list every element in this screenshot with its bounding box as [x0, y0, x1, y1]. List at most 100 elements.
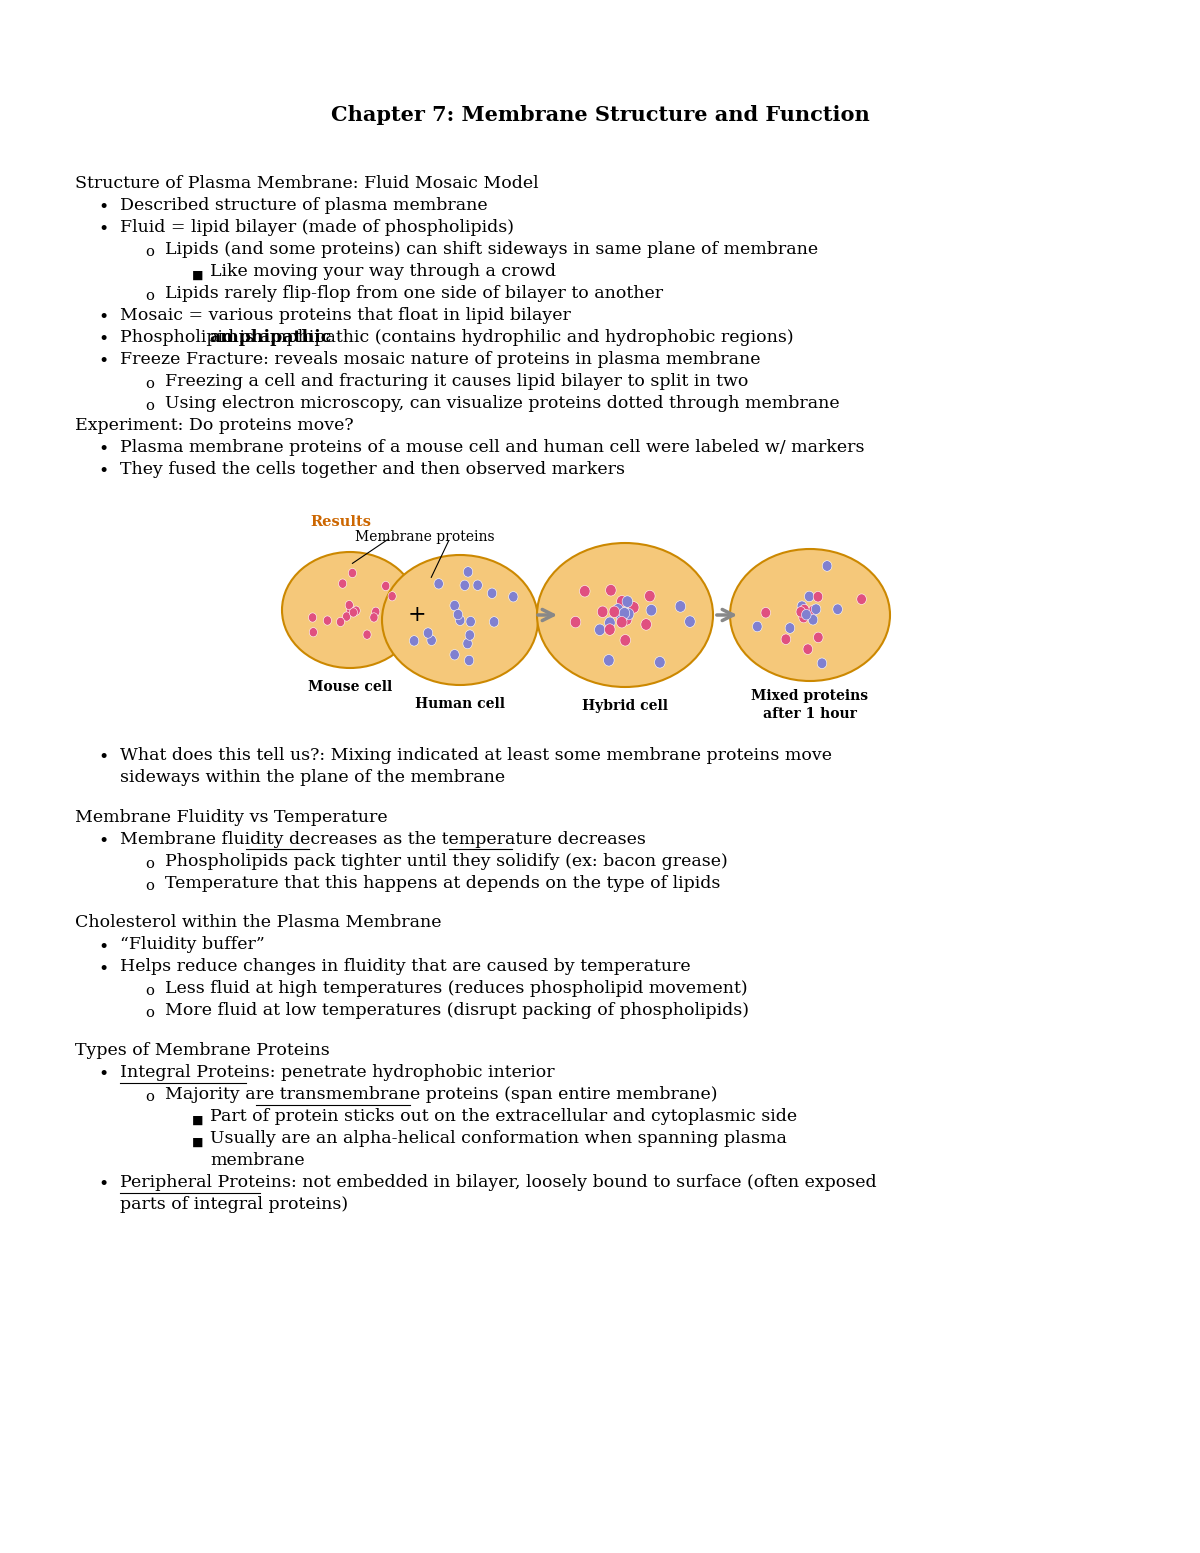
Text: Hybrid cell: Hybrid cell: [582, 699, 668, 713]
Text: Experiment: Do proteins move?: Experiment: Do proteins move?: [74, 418, 354, 433]
Text: •: •: [98, 309, 108, 326]
Ellipse shape: [346, 601, 353, 610]
Text: Fluid = lipid bilayer (made of phospholipids): Fluid = lipid bilayer (made of phospholi…: [120, 219, 514, 236]
Ellipse shape: [382, 581, 390, 590]
Text: Using electron microscopy, can visualize proteins dotted through membrane: Using electron microscopy, can visualize…: [166, 394, 840, 412]
Ellipse shape: [644, 590, 655, 603]
Ellipse shape: [811, 604, 821, 615]
Text: Mixed proteins
after 1 hour: Mixed proteins after 1 hour: [751, 690, 869, 722]
Ellipse shape: [372, 607, 380, 617]
Text: Membrane fluidity decreases as the temperature decreases: Membrane fluidity decreases as the tempe…: [120, 831, 646, 848]
Ellipse shape: [605, 617, 616, 629]
Ellipse shape: [814, 632, 823, 643]
Ellipse shape: [538, 544, 713, 686]
Ellipse shape: [487, 589, 497, 598]
Ellipse shape: [809, 606, 818, 615]
Ellipse shape: [685, 617, 695, 627]
Ellipse shape: [594, 624, 605, 635]
Ellipse shape: [598, 606, 608, 618]
Text: Described structure of plasma membrane: Described structure of plasma membrane: [120, 197, 487, 214]
Ellipse shape: [336, 617, 344, 626]
Ellipse shape: [466, 631, 474, 640]
Ellipse shape: [799, 604, 809, 615]
Text: •: •: [98, 938, 108, 955]
Text: o: o: [145, 1006, 154, 1020]
Text: More fluid at low temperatures (disrupt packing of phospholipids): More fluid at low temperatures (disrupt …: [166, 1002, 749, 1019]
Ellipse shape: [427, 635, 437, 646]
Text: •: •: [98, 1176, 108, 1193]
Ellipse shape: [388, 592, 396, 601]
Ellipse shape: [646, 604, 656, 617]
Ellipse shape: [629, 601, 638, 613]
Text: Mouse cell: Mouse cell: [308, 680, 392, 694]
Text: ■: ■: [192, 1135, 204, 1148]
Text: They fused the cells together and then observed markers: They fused the cells together and then o…: [120, 461, 625, 478]
Text: •: •: [98, 832, 108, 849]
Text: •: •: [98, 750, 108, 767]
Ellipse shape: [804, 592, 814, 601]
Ellipse shape: [623, 609, 634, 620]
Ellipse shape: [348, 568, 356, 578]
Ellipse shape: [730, 550, 890, 682]
Ellipse shape: [822, 561, 832, 572]
Text: Less fluid at high temperatures (reduces phospholipid movement): Less fluid at high temperatures (reduces…: [166, 980, 748, 997]
Ellipse shape: [450, 649, 460, 660]
Ellipse shape: [752, 621, 762, 632]
Text: sideways within the plane of the membrane: sideways within the plane of the membran…: [120, 769, 505, 786]
Ellipse shape: [857, 593, 866, 604]
Ellipse shape: [604, 654, 614, 666]
Ellipse shape: [797, 601, 806, 612]
Text: “Fluidity buffer”: “Fluidity buffer”: [120, 936, 265, 954]
Ellipse shape: [450, 601, 460, 610]
Text: Mosaic = various proteins that float in lipid bilayer: Mosaic = various proteins that float in …: [120, 307, 571, 325]
Text: Plasma membrane proteins of a mouse cell and human cell were labeled w/ markers: Plasma membrane proteins of a mouse cell…: [120, 439, 864, 457]
Ellipse shape: [454, 609, 463, 620]
Text: Membrane proteins: Membrane proteins: [355, 530, 494, 544]
Text: o: o: [145, 289, 154, 303]
Ellipse shape: [310, 627, 318, 637]
Ellipse shape: [352, 606, 360, 615]
Ellipse shape: [463, 567, 473, 578]
Text: •: •: [98, 199, 108, 216]
Ellipse shape: [342, 612, 350, 621]
Ellipse shape: [622, 596, 632, 607]
Text: membrane: membrane: [210, 1152, 305, 1169]
Ellipse shape: [803, 644, 812, 654]
Ellipse shape: [817, 658, 827, 669]
Ellipse shape: [606, 584, 616, 596]
Text: Cholesterol within the Plasma Membrane: Cholesterol within the Plasma Membrane: [74, 915, 442, 932]
Ellipse shape: [619, 607, 630, 620]
Ellipse shape: [509, 592, 518, 603]
Text: amphipathic: amphipathic: [209, 329, 331, 346]
Text: Structure of Plasma Membrane: Fluid Mosaic Model: Structure of Plasma Membrane: Fluid Mosa…: [74, 175, 539, 193]
Text: Freezing a cell and fracturing it causes lipid bilayer to split in two: Freezing a cell and fracturing it causes…: [166, 373, 749, 390]
Ellipse shape: [641, 618, 652, 631]
Ellipse shape: [282, 551, 418, 668]
Ellipse shape: [617, 617, 628, 627]
Ellipse shape: [347, 606, 354, 615]
Ellipse shape: [617, 613, 626, 624]
Text: Majority are transmembrane proteins (span entire membrane): Majority are transmembrane proteins (spa…: [166, 1086, 718, 1103]
Ellipse shape: [654, 657, 665, 668]
Ellipse shape: [362, 631, 371, 640]
Text: Human cell: Human cell: [415, 697, 505, 711]
Ellipse shape: [338, 579, 347, 589]
Ellipse shape: [490, 617, 499, 627]
Ellipse shape: [610, 606, 619, 618]
Text: o: o: [145, 879, 154, 893]
Text: Lipids rarely flip-flop from one side of bilayer to another: Lipids rarely flip-flop from one side of…: [166, 286, 664, 301]
Text: •: •: [98, 354, 108, 371]
Ellipse shape: [781, 634, 791, 644]
Text: Types of Membrane Proteins: Types of Membrane Proteins: [74, 1042, 330, 1059]
Ellipse shape: [799, 612, 809, 623]
Text: Freeze Fracture: reveals mosaic nature of proteins in plasma membrane: Freeze Fracture: reveals mosaic nature o…: [120, 351, 761, 368]
Text: ■: ■: [192, 269, 204, 281]
Ellipse shape: [676, 601, 685, 612]
Ellipse shape: [323, 617, 331, 626]
Ellipse shape: [580, 585, 590, 596]
Text: Phospholipid is amphipathic (contains hydrophilic and hydrophobic regions): Phospholipid is amphipathic (contains hy…: [120, 329, 793, 346]
Text: Chapter 7: Membrane Structure and Function: Chapter 7: Membrane Structure and Functi…: [331, 106, 869, 124]
Ellipse shape: [613, 604, 623, 615]
Ellipse shape: [833, 604, 842, 615]
Text: Part of protein sticks out on the extracellular and cytoplasmic side: Part of protein sticks out on the extrac…: [210, 1107, 797, 1124]
